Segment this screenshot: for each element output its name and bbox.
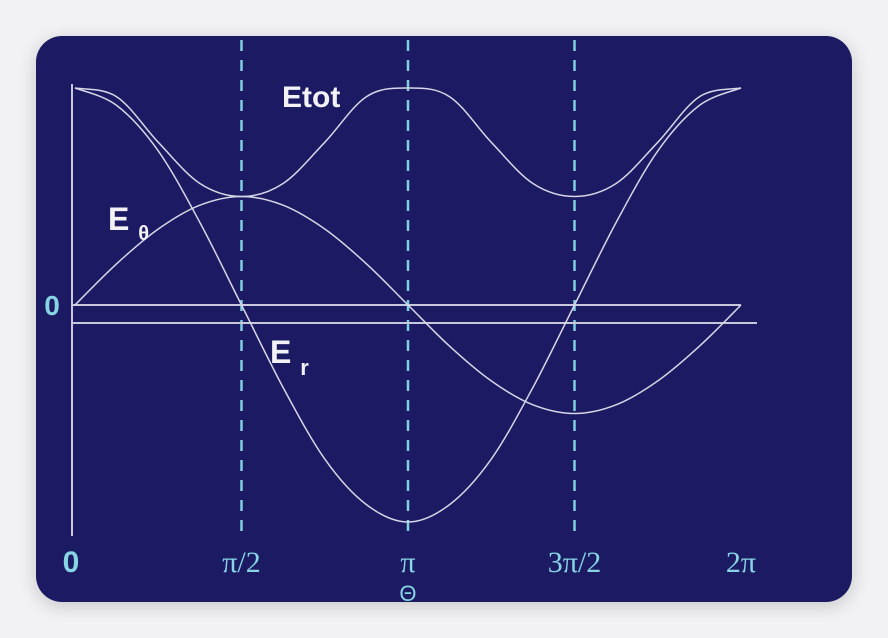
annotation-etheta: E θ <box>108 201 149 245</box>
x-tick-label-pi: π <box>400 546 415 579</box>
annotation-etheta-subscript: θ <box>138 223 149 245</box>
x-tick-labels: 0 π/2 π 3π/2 2π <box>63 546 756 579</box>
annotation-etot: Etot <box>282 81 340 114</box>
series-line-e- <box>74 195 742 415</box>
x-tick-label-3pi-half: 3π/2 <box>548 546 601 579</box>
annotation-er-subscript: r <box>300 355 309 380</box>
series-line-er <box>74 87 742 523</box>
y-tick-label-0: 0 <box>44 290 60 321</box>
annotation-er: E r <box>270 334 309 380</box>
vertical-guides <box>240 40 576 540</box>
annotation-er-main: E <box>270 334 291 370</box>
annotation-etheta-main: E <box>108 201 129 237</box>
x-tick-label-2pi: 2π <box>726 546 756 579</box>
chart-panel <box>36 36 852 602</box>
x-tick-label-pi-half: π/2 <box>222 546 260 579</box>
series-line-etot <box>74 87 742 198</box>
series-curves <box>74 87 742 523</box>
x-axis-label: Θ <box>399 581 416 606</box>
axes <box>71 84 757 536</box>
x-tick-label-0: 0 <box>63 546 80 579</box>
